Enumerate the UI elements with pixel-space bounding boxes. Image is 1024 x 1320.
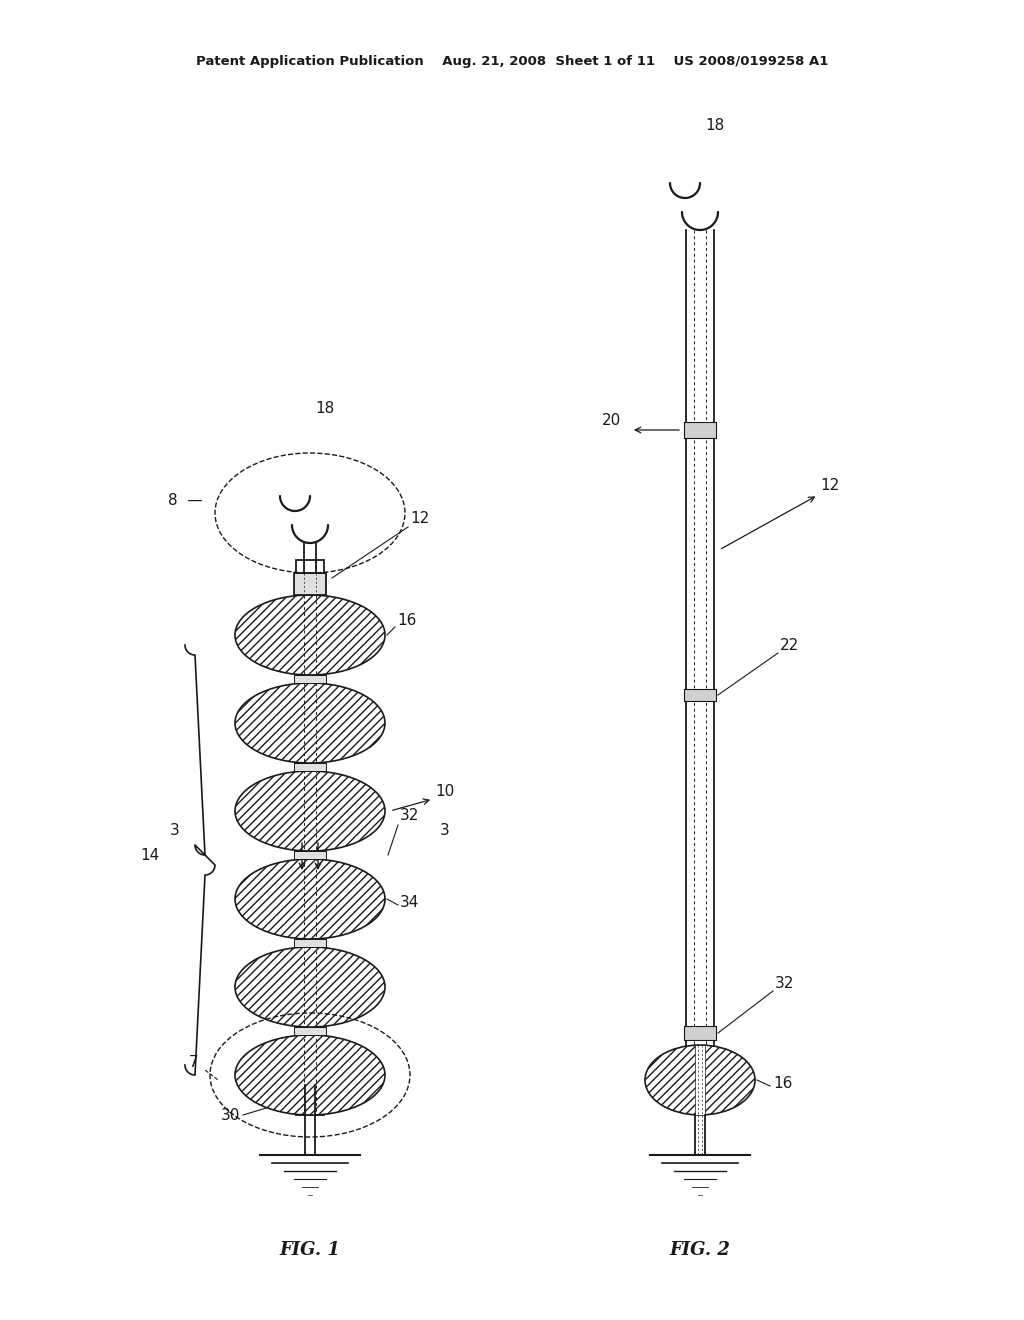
Text: 10: 10: [435, 784, 455, 799]
Text: 7: 7: [188, 1055, 198, 1071]
Text: Patent Application Publication    Aug. 21, 2008  Sheet 1 of 11    US 2008/019925: Patent Application Publication Aug. 21, …: [196, 55, 828, 69]
Ellipse shape: [234, 946, 385, 1027]
Text: 12: 12: [820, 478, 840, 492]
Text: 20: 20: [602, 413, 621, 428]
Bar: [294, 763, 326, 771]
Text: 3: 3: [170, 822, 180, 838]
Bar: [294, 675, 326, 682]
Text: FIG. 2: FIG. 2: [670, 1241, 730, 1259]
Text: 18: 18: [706, 117, 725, 133]
Text: 14: 14: [140, 847, 160, 862]
Ellipse shape: [234, 682, 385, 763]
Text: 12: 12: [410, 511, 429, 525]
Text: 18: 18: [315, 401, 335, 416]
Text: 3: 3: [440, 822, 450, 838]
Text: 30: 30: [220, 1107, 240, 1123]
Text: 16: 16: [773, 1076, 793, 1092]
Ellipse shape: [645, 1045, 755, 1115]
Ellipse shape: [234, 595, 385, 675]
Bar: [294, 851, 326, 859]
Bar: [296, 560, 324, 1115]
Ellipse shape: [234, 771, 385, 851]
Bar: [684, 689, 716, 701]
Ellipse shape: [234, 859, 385, 939]
Text: 8  —: 8 —: [168, 492, 203, 508]
Text: 16: 16: [397, 612, 417, 628]
Bar: [684, 422, 716, 438]
Text: 22: 22: [780, 638, 800, 653]
Text: 34: 34: [400, 895, 420, 909]
Bar: [695, 1045, 705, 1115]
Bar: [684, 1026, 716, 1040]
Bar: [687, 230, 713, 1045]
Bar: [294, 1027, 326, 1035]
Ellipse shape: [234, 1035, 385, 1115]
Text: 32: 32: [775, 975, 795, 991]
Bar: [294, 573, 326, 595]
Bar: [294, 939, 326, 946]
Text: FIG. 1: FIG. 1: [280, 1241, 340, 1259]
Text: 32: 32: [400, 808, 420, 822]
